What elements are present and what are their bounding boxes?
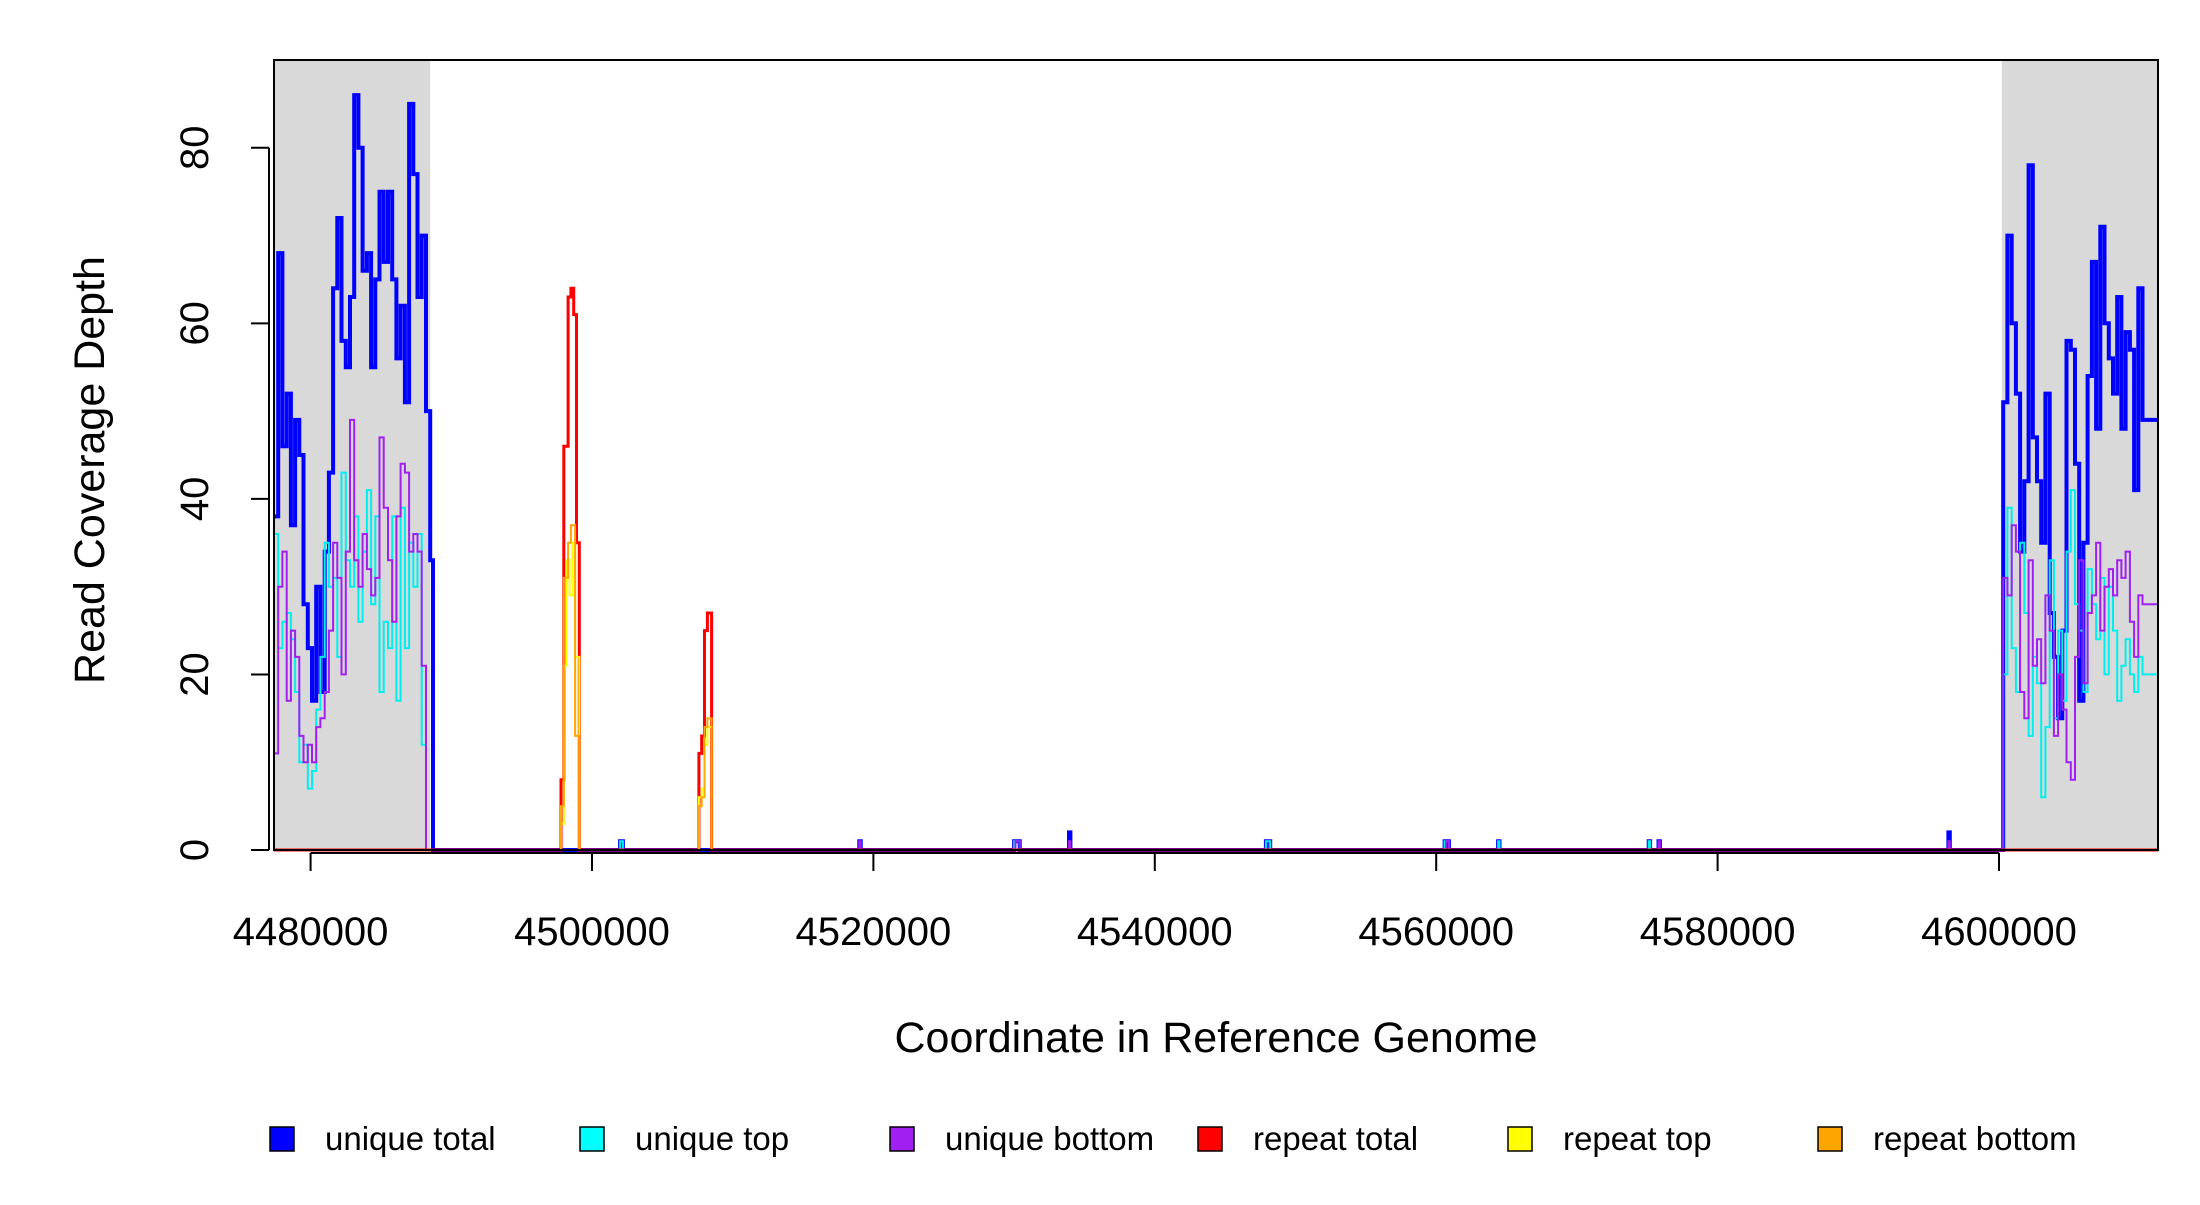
- y-tick-label-2: 20: [173, 652, 217, 697]
- series-line-unique-bottom: [274, 418, 2158, 851]
- y-tick-label-4: 60: [173, 301, 217, 346]
- y-tick-label-1: 0: [173, 839, 217, 861]
- x-tick-label-1: 4480000: [233, 910, 389, 954]
- series-line-repeat-bottom: [274, 524, 2158, 851]
- x-tick-label-6: 4580000: [1640, 910, 1796, 954]
- plot-frame: [273, 59, 2159, 851]
- legend-label: unique bottom: [945, 1120, 1154, 1157]
- x-tick-label-5: 4560000: [1358, 910, 1514, 954]
- legend-swatch: [579, 1126, 605, 1152]
- legend-label: repeat top: [1563, 1120, 1712, 1157]
- y-tick-label-5: 80: [173, 126, 217, 171]
- legend-item-unique-bottom: unique bottom: [889, 1120, 1154, 1157]
- series-lines: [274, 93, 2158, 852]
- legend-label: unique top: [635, 1120, 789, 1157]
- legend-swatch: [1507, 1126, 1533, 1152]
- legend-label: repeat total: [1253, 1120, 1418, 1157]
- legend-item-repeat-bottom: repeat bottom: [1817, 1120, 2077, 1157]
- x-tick-label-7: 4600000: [1921, 910, 2077, 954]
- legend-item-unique-total: unique total: [269, 1120, 496, 1157]
- legend: unique total unique top unique bottom repea…: [269, 1120, 2077, 1157]
- shaded-regions: [274, 60, 2158, 850]
- legend-label: repeat bottom: [1873, 1120, 2077, 1157]
- legend-item-repeat-top: repeat top: [1507, 1120, 1712, 1157]
- series-line-repeat-total: [274, 286, 2158, 852]
- legend-item-repeat-total: repeat total: [1197, 1120, 1418, 1157]
- y-axis: 0 20 40 60 80: [173, 126, 270, 861]
- x-tick-label-2: 4500000: [514, 910, 670, 954]
- series-line-unique-total: [274, 93, 2158, 852]
- legend-item-unique-top: unique top: [579, 1120, 789, 1157]
- legend-swatch: [1817, 1126, 1843, 1152]
- x-tick-label-3: 4520000: [796, 910, 952, 954]
- y-axis-title: Read Coverage Depth: [66, 256, 114, 684]
- legend-label: unique total: [325, 1120, 496, 1157]
- series-line-repeat-top: [274, 541, 2158, 851]
- y-tick-label-3: 40: [173, 477, 217, 522]
- x-axis-title: Coordinate in Reference Genome: [895, 1014, 1538, 1062]
- x-axis: 4480000 4500000 4520000 4540000 4560000 45800…: [233, 852, 2077, 954]
- x-tick-label-4: 4540000: [1077, 910, 1233, 954]
- legend-swatch: [1197, 1126, 1223, 1152]
- legend-swatch: [269, 1126, 295, 1152]
- series-line-unique-top: [274, 471, 2158, 851]
- legend-swatch: [889, 1126, 915, 1152]
